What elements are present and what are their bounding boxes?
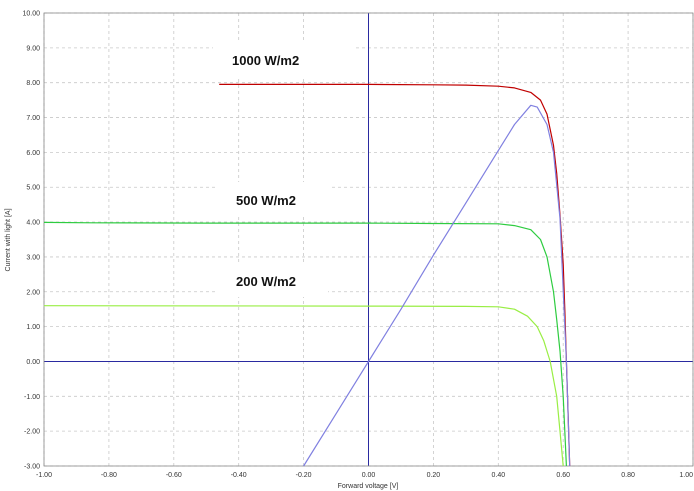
power-curve [303, 104, 571, 467]
y-tick-label: 8.00 [26, 80, 40, 87]
x-tick-label: 0.60 [556, 472, 570, 479]
y-tick-label: 5.00 [26, 185, 40, 192]
x-tick-label: -0.20 [296, 472, 312, 479]
y-tick-label: 9.00 [26, 45, 40, 52]
series-layer [43, 83, 571, 467]
x-tick-label: -0.60 [166, 472, 182, 479]
y-tick-label: 0.00 [26, 359, 40, 366]
iv-curve-1000 [219, 83, 571, 467]
iv-curve-200 [43, 305, 564, 467]
plot-frame [43, 12, 694, 467]
annotation-200: 200 W/m2 [236, 274, 296, 289]
y-tick-label: 3.00 [26, 254, 40, 261]
y-tick-label: 10.00 [22, 11, 40, 18]
y-tick-label: 7.00 [26, 115, 40, 122]
y-tick-label: 2.00 [26, 289, 40, 296]
annotation-box-500 [218, 182, 330, 216]
x-tick-label: 1.00 [679, 472, 693, 479]
y-tick-labels: 10.00 9.00 8.00 7.00 6.00 5.00 4.00 3.00 2.00 1.0… [22, 11, 40, 471]
y-tick-label: -3.00 [24, 464, 40, 471]
y-tick-label: 4.00 [26, 220, 40, 227]
y-tick-label: -1.00 [24, 394, 40, 401]
x-tick-label: 0.20 [427, 472, 441, 479]
y-tick-label: -2.00 [24, 429, 40, 436]
annotation-box-200 [218, 263, 328, 297]
annotation-500: 500 W/m2 [236, 193, 296, 208]
x-axis-title: Forward voltage [V] [338, 483, 399, 490]
x-tick-label: -0.80 [101, 472, 117, 479]
iv-curve-500 [43, 221, 567, 467]
y-tick-label: 6.00 [26, 150, 40, 157]
x-tick-label: 0.40 [491, 472, 505, 479]
annotation-box-1000 [213, 40, 355, 76]
x-tick-label: -1.00 [36, 472, 52, 479]
y-tick-label: 1.00 [26, 324, 40, 331]
y-axis-title: Current with light [A] [5, 208, 12, 271]
annotation-1000: 1000 W/m2 [232, 53, 299, 68]
x-tick-label: -0.40 [231, 472, 247, 479]
x-tick-label: 0.00 [362, 472, 376, 479]
x-tick-labels: -1.00 -0.80 -0.60 -0.40 -0.20 0.00 0.20 0.40 0.6… [36, 472, 693, 479]
x-tick-label: 0.80 [621, 472, 635, 479]
